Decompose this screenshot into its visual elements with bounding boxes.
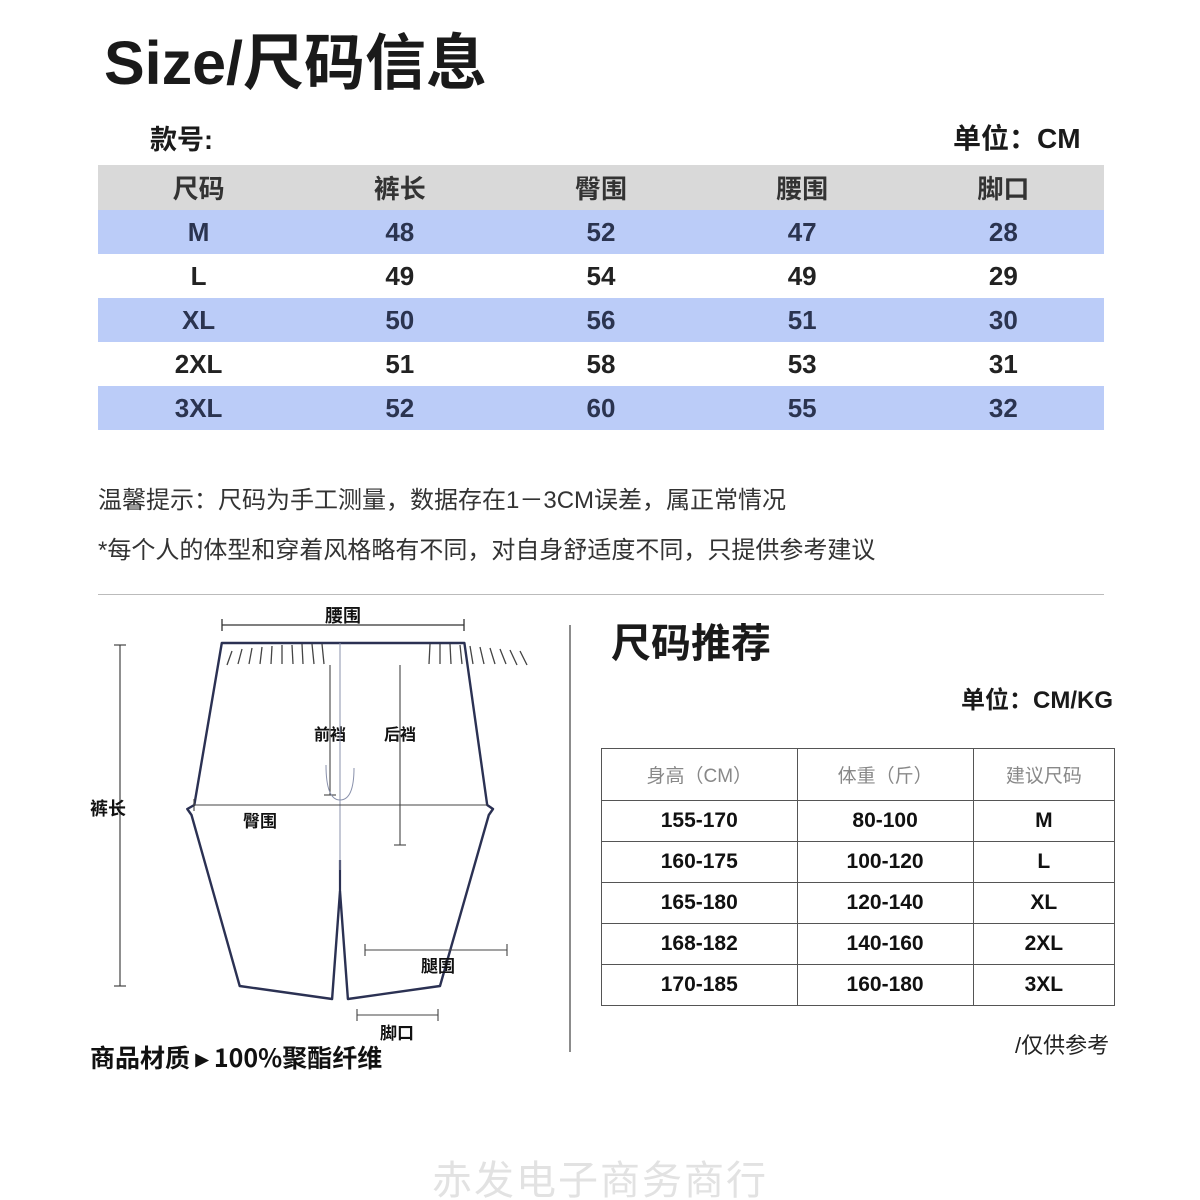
svg-text:商品材质 ▸ 100%聚酯纤维: 商品材质 ▸ 100%聚酯纤维 xyxy=(90,1039,382,1075)
svg-text:裤长: 裤长 xyxy=(90,795,126,821)
svg-text:前裆: 前裆 xyxy=(314,721,346,745)
svg-text:后裆: 后裆 xyxy=(384,721,416,745)
svg-text:腿围: 腿围 xyxy=(421,952,455,977)
svg-text:脚口: 脚口 xyxy=(380,1019,414,1044)
svg-text:腰围: 腰围 xyxy=(325,605,361,628)
svg-text:臀围: 臀围 xyxy=(243,807,277,832)
